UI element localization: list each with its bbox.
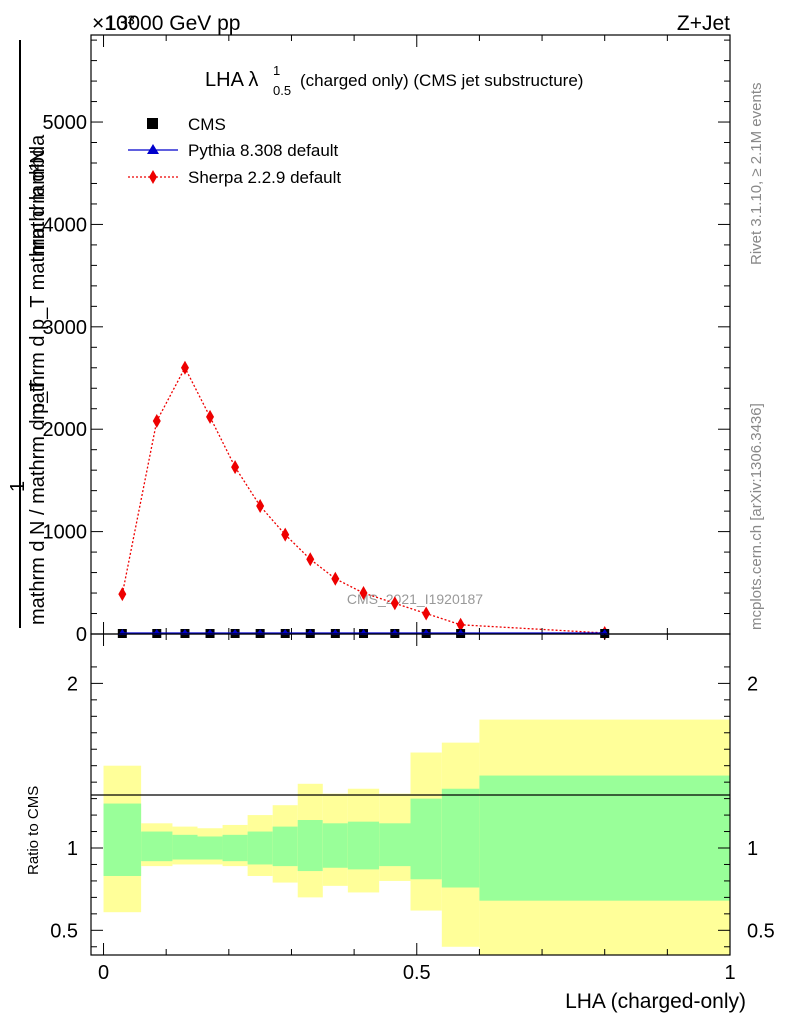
main-plot-frame (90, 34, 731, 635)
sherpa-line (121, 366, 605, 634)
legend: CMS Pythia 8.308 default Sherpa 2.2.9 de… (128, 115, 341, 187)
legend-sherpa-label: Sherpa 2.2.9 default (188, 168, 341, 187)
sherpa-point (456, 617, 465, 632)
main-ytick-label: 5000 (43, 112, 88, 134)
ratio-ytick-label-right: 2 (747, 673, 758, 695)
ratio-inner-band (197, 836, 223, 860)
sherpa-point (256, 499, 265, 514)
sherpa-point (152, 414, 161, 429)
main-ytick-label: 4000 (43, 214, 88, 236)
title-sup: 1 (273, 63, 280, 78)
ratio-inner-band (410, 798, 442, 880)
ratio-inner-band (103, 803, 142, 876)
ratio-inner-band (141, 831, 173, 862)
sherpa-series (118, 360, 609, 640)
ratio-xticks: 0 0.5 1 (98, 634, 736, 984)
main-ylabel: mathrm d²N 1 mathrm d N / mathrm d p_T m… (7, 40, 49, 628)
ratio-ytick-label-right: 1 (747, 838, 758, 860)
energy-label: 13000 GeV pp (105, 12, 240, 35)
sherpa-point (281, 527, 290, 542)
mcplots-label: mcplots.cern.ch [arXiv:1306.3436] (748, 403, 765, 630)
sherpa-point (231, 460, 240, 475)
ratio-inner-band (479, 775, 730, 901)
xtick-label: 0.5 (403, 962, 431, 984)
ratio-inner-band (347, 821, 380, 870)
legend-sherpa-marker (149, 170, 157, 184)
ylabel-top2: mathrm d p_T mathrm d lambda (27, 134, 49, 420)
ratio-inner-band (441, 788, 480, 888)
ratio-inner-band (172, 834, 198, 860)
main-yticks: 0 1000 2000 3000 4000 5000 (43, 39, 730, 646)
xtick-label: 0 (98, 962, 109, 984)
ratio-inner-band (222, 834, 248, 862)
ratio-inner-band (247, 831, 273, 865)
xaxis-label: LHA (charged-only) (565, 990, 746, 1013)
title-rest: (charged only) (CMS jet substructure) (300, 71, 583, 90)
ratio-inner-band (272, 826, 298, 867)
sherpa-point (180, 360, 189, 375)
main-title: LHA λ 1 0.5 (charged only) (CMS jet subs… (205, 63, 583, 98)
ratio-ytick-label-right: 0.5 (747, 920, 775, 942)
main-ytick-label: 0 (76, 624, 87, 646)
sherpa-point (206, 409, 215, 424)
ratio-ytick-label: 0.5 (50, 920, 78, 942)
sherpa-point (118, 587, 127, 602)
title-main: LHA λ (205, 69, 258, 91)
ylabel-top: mathrm d²N (27, 149, 49, 255)
ratio-bands (103, 719, 730, 955)
legend-pythia-label: Pythia 8.308 default (188, 141, 339, 160)
legend-cms-label: CMS (188, 115, 226, 134)
rivet-label: Rivet 3.1.10, ≥ 2.1M events (748, 83, 765, 266)
ratio-yticks: 0.5 0.5 1 1 2 2 (50, 666, 775, 948)
analysis-watermark: CMS_2021_I1920187 (347, 591, 483, 607)
main-ytick-label: 1000 (43, 522, 88, 544)
xtick-label: 1 (724, 962, 735, 984)
main-ytick-label: 3000 (43, 317, 88, 339)
legend-cms-marker (147, 118, 158, 129)
title-sub: 0.5 (273, 83, 291, 98)
sherpa-point (331, 571, 340, 586)
main-ytick-label: 2000 (43, 419, 88, 441)
sherpa-point (390, 596, 399, 611)
ylabel-num: 1 (7, 481, 29, 492)
legend-pythia-marker (147, 144, 159, 154)
ratio-ytick-label: 2 (67, 673, 78, 695)
ylabel-bottom: mathrm d N / mathrm d p_T (27, 379, 49, 625)
sherpa-point (359, 586, 368, 601)
ratio-inner-band (297, 820, 323, 872)
ratio-inner-band (322, 823, 348, 868)
ratio-plot-frame (90, 633, 731, 956)
ratio-ylabel: Ratio to CMS (25, 786, 42, 875)
sherpa-point (422, 606, 431, 621)
sherpa-point (306, 552, 315, 567)
process-label: Z+Jet (677, 12, 730, 35)
ratio-ytick-label: 1 (67, 838, 78, 860)
ratio-inner-band (379, 823, 411, 867)
exponent-label: ×10³ (92, 12, 135, 35)
